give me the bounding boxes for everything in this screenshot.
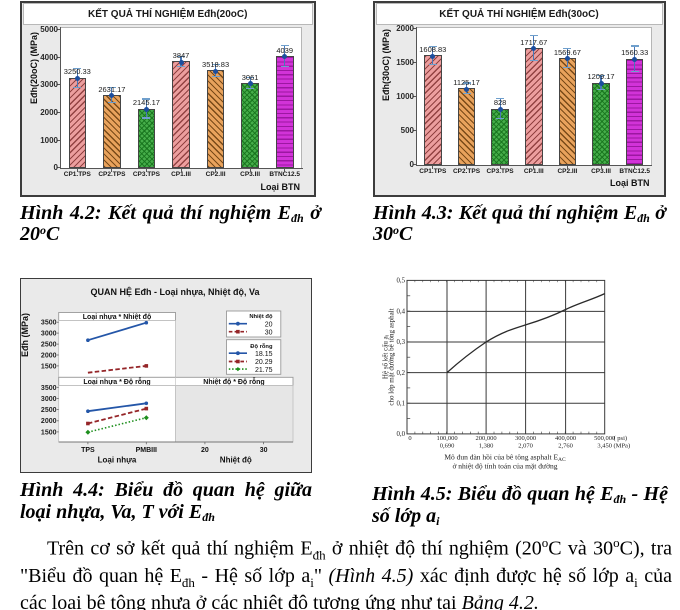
svg-text:1500: 1500 xyxy=(41,363,57,370)
svg-text:Loại nhựa: Loại nhựa xyxy=(98,456,137,465)
svg-text:2,760: 2,760 xyxy=(558,443,573,450)
svg-text:ở nhiệt độ tính toán của mặt đ: ở nhiệt độ tính toán của mặt đường xyxy=(452,462,557,471)
svg-text:2,070: 2,070 xyxy=(518,443,533,450)
svg-text:2500: 2500 xyxy=(41,342,57,349)
svg-text:Loại nhựa * Độ rỗng: Loại nhựa * Độ rỗng xyxy=(83,377,150,386)
svg-text:3500: 3500 xyxy=(41,385,57,392)
svg-text:2000: 2000 xyxy=(41,353,57,360)
svg-text:0: 0 xyxy=(408,435,411,442)
svg-text:0,690: 0,690 xyxy=(440,443,455,450)
svg-text:30: 30 xyxy=(260,447,268,454)
svg-text:2000: 2000 xyxy=(41,418,57,425)
svg-text:(MPa): (MPa) xyxy=(614,443,631,450)
svg-text:0,0: 0,0 xyxy=(397,431,406,438)
svg-text:0,4: 0,4 xyxy=(397,308,406,315)
svg-text:200,000: 200,000 xyxy=(476,435,497,442)
svg-text:QUAN HỆ Eđh - Loại nhựa, Nhiệt: QUAN HỆ Eđh - Loại nhựa, Nhiệt độ, Va xyxy=(90,286,260,297)
svg-text:3500: 3500 xyxy=(41,320,57,327)
svg-text:20: 20 xyxy=(201,447,209,454)
svg-text:0,2: 0,2 xyxy=(397,370,406,377)
svg-text:Eđh (MPa): Eđh (MPa) xyxy=(20,313,30,357)
svg-text:Loại nhựa * Nhiệt độ: Loại nhựa * Nhiệt độ xyxy=(83,314,151,321)
svg-text:0,1: 0,1 xyxy=(397,401,406,408)
svg-text:18.15: 18.15 xyxy=(255,351,273,358)
svg-text:PMBIII: PMBIII xyxy=(136,447,157,454)
svg-text:0,3: 0,3 xyxy=(397,339,406,346)
svg-text:0,5: 0,5 xyxy=(397,278,406,285)
svg-text:20: 20 xyxy=(265,321,273,328)
svg-text:1500: 1500 xyxy=(41,429,57,436)
svg-text:3000: 3000 xyxy=(41,331,57,338)
svg-text:Nhiệt độ * Độ rỗng: Nhiệt độ * Độ rỗng xyxy=(203,377,264,386)
svg-text:cho lớp mặt đường bê tông asph: cho lớp mặt đường bê tông asphalt xyxy=(388,308,396,405)
svg-text:Mô đun đàn hồi của bê tông asp: Mô đun đàn hồi của bê tông asphalt EAC xyxy=(444,453,566,464)
svg-text:1,380: 1,380 xyxy=(479,443,494,450)
svg-text:30: 30 xyxy=(265,329,273,336)
svg-text:400,000: 400,000 xyxy=(555,435,576,442)
svg-text:21.75: 21.75 xyxy=(255,367,273,374)
svg-text:2500: 2500 xyxy=(41,407,57,414)
svg-text:3,450: 3,450 xyxy=(597,443,612,450)
svg-text:100,000: 100,000 xyxy=(436,435,457,442)
svg-text:Hệ số kết cấu ai: Hệ số kết cấu ai xyxy=(382,334,391,379)
svg-text:TPS: TPS xyxy=(81,447,95,454)
svg-text:20.29: 20.29 xyxy=(255,359,273,366)
svg-text:Nhiệt độ: Nhiệt độ xyxy=(249,314,273,320)
svg-text:300,000: 300,000 xyxy=(515,435,536,442)
svg-text:Nhiệt độ: Nhiệt độ xyxy=(220,456,252,465)
svg-text:500,000: 500,000 xyxy=(594,435,615,442)
svg-text:Độ rỗng: Độ rỗng xyxy=(250,343,273,350)
svg-text:3000: 3000 xyxy=(41,396,57,403)
svg-text:( psi): ( psi) xyxy=(614,435,628,442)
